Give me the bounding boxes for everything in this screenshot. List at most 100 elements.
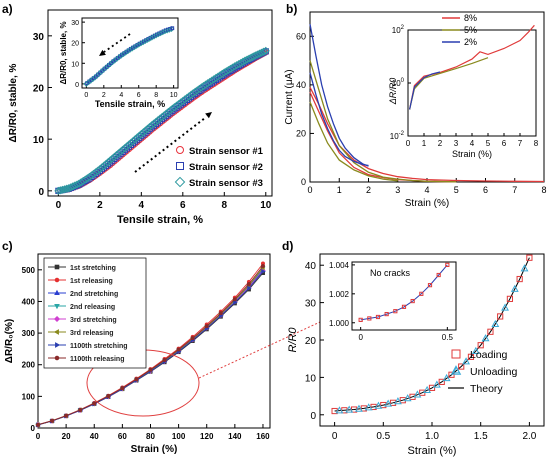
data-point xyxy=(131,135,140,144)
loading-point xyxy=(458,363,465,370)
current-curve-3 xyxy=(309,60,457,183)
data-point xyxy=(92,401,97,406)
legend-label: 3rd stretching xyxy=(70,317,117,324)
inset-x-tick-label: 0 xyxy=(406,139,411,148)
legend-marker xyxy=(53,329,59,335)
inset-point xyxy=(427,283,433,288)
legend-label: 2% xyxy=(464,37,477,47)
data-point xyxy=(253,50,262,59)
inset-x-tick-label: 8 xyxy=(154,92,158,99)
unloading-point xyxy=(462,357,471,365)
x-tick-label: 140 xyxy=(228,432,242,441)
legend-marker xyxy=(174,176,186,188)
unloading-point xyxy=(364,403,373,411)
legend-marker xyxy=(54,264,60,270)
panel-c: 0 20 40 60 80 100 120 140 1600100200300400500Str… xyxy=(4,253,321,455)
unloading-point xyxy=(520,264,529,272)
inset-x-tick-label: 8 xyxy=(534,139,539,148)
x-tick-label: 4 xyxy=(424,185,429,195)
x-tick-label: 7 xyxy=(512,185,517,195)
data-point xyxy=(139,128,148,137)
legend-label: Strain sensor #1 xyxy=(189,146,264,157)
unloading-point xyxy=(432,380,441,388)
inset-series xyxy=(83,25,175,87)
legend-label: 1st stretching xyxy=(70,265,116,272)
inset-point xyxy=(358,317,363,322)
data-point xyxy=(108,154,117,163)
data-point xyxy=(246,282,251,287)
legend-marker xyxy=(53,315,61,323)
inset-frame xyxy=(407,29,537,137)
legend-box xyxy=(43,257,147,369)
inset-arrow-head xyxy=(99,49,106,56)
unloading-point xyxy=(413,390,422,398)
data-point xyxy=(122,142,131,151)
y-tick-label: 0 xyxy=(38,187,44,198)
data-point xyxy=(110,152,119,161)
x-axis-label: Strain (%) xyxy=(408,445,457,457)
inset-y-tick-label: 100 xyxy=(392,78,405,88)
x-tick-label: 0 xyxy=(307,185,312,195)
data-point xyxy=(120,386,125,391)
legend-marker xyxy=(54,355,60,361)
unloading-point xyxy=(423,385,432,394)
loading-point xyxy=(448,371,455,378)
data-point xyxy=(162,357,167,362)
inset-y-tick-exponent: 0 xyxy=(401,78,405,84)
unloading-point xyxy=(442,373,451,382)
inset-curve-1 xyxy=(409,24,535,110)
inset-x-label: Strain (%) xyxy=(452,149,492,159)
y-tick-label: 30 xyxy=(33,32,45,43)
series-8 xyxy=(36,264,265,427)
legend-label: Theory xyxy=(470,383,503,395)
x-tick-label: 100 xyxy=(172,432,186,441)
inset-x-tick-label: 10 xyxy=(170,92,178,99)
data-point xyxy=(204,324,209,329)
inset-x-tick-label: 1 xyxy=(422,139,427,148)
y-tick-label: 60 xyxy=(296,31,306,41)
x-tick-label: 0 xyxy=(56,200,62,211)
legend-marker xyxy=(450,365,462,375)
inset-point xyxy=(170,26,175,31)
legend-marker xyxy=(55,342,61,348)
x-tick-label: 0.5 xyxy=(376,431,390,442)
x-tick-label: 2 xyxy=(366,185,371,195)
connector-line xyxy=(198,321,321,379)
loading-point xyxy=(428,384,436,391)
inset-point xyxy=(375,314,381,320)
unloading-point xyxy=(481,334,490,342)
inset-x-tick-label: 0 xyxy=(84,92,88,99)
plot-frame xyxy=(47,9,273,197)
x-tick-label: 5 xyxy=(454,185,459,195)
inset-theory-curve xyxy=(360,264,448,321)
unloading-point xyxy=(501,303,509,311)
data-point xyxy=(62,184,71,193)
inset-x-tick-label: 2 xyxy=(438,139,443,148)
legend-label: 8% xyxy=(464,13,477,23)
y-axis-label: Current (μA) xyxy=(284,69,295,124)
data-point xyxy=(233,299,238,305)
inset-point xyxy=(384,311,389,317)
inset-y-tick-label: 1.004 xyxy=(329,261,350,270)
inset-curve-3 xyxy=(409,71,441,110)
data-point xyxy=(114,149,123,158)
legend-label: 1100th releasing xyxy=(70,356,124,363)
data-point xyxy=(106,156,115,165)
inset-point xyxy=(367,316,372,321)
unloading-point xyxy=(403,394,412,402)
inset-arrow-line xyxy=(103,33,131,53)
loading-point xyxy=(487,328,494,335)
inset-point xyxy=(100,68,105,73)
inset-y-tick-label: 20 xyxy=(71,41,79,48)
data-point xyxy=(259,47,268,56)
legend-marker xyxy=(176,146,184,154)
panel-label-a: a) xyxy=(2,2,13,16)
current-curve-5 xyxy=(309,23,369,167)
y-tick-label: 100 xyxy=(22,392,36,401)
data-point xyxy=(99,161,109,170)
data-point xyxy=(126,138,136,147)
x-axis-label: Strain (%) xyxy=(131,444,178,455)
data-point xyxy=(97,163,107,172)
loading-point xyxy=(467,353,475,360)
